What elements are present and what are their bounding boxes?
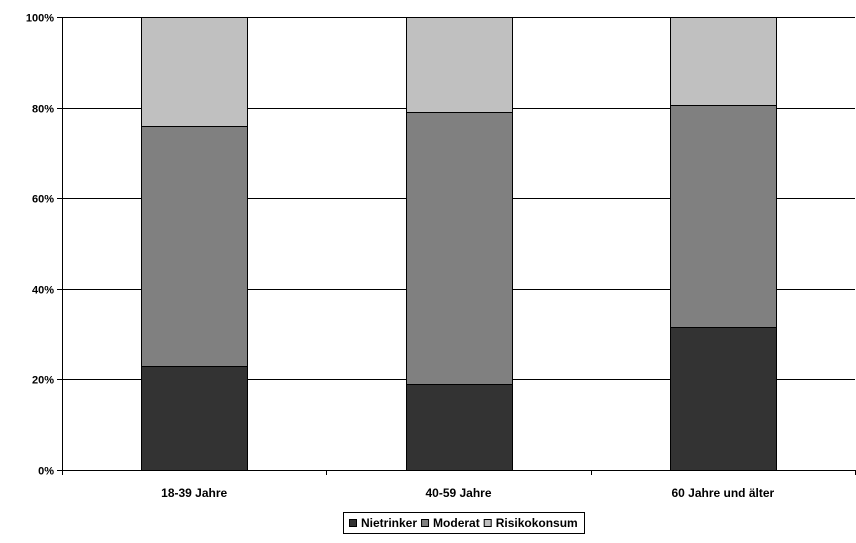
bar-segment-nietrinker: [141, 366, 248, 471]
legend-swatch-risikokonsum: [483, 519, 492, 527]
bar-segment-nietrinker: [670, 327, 777, 471]
y-tick-label: 100%: [26, 13, 54, 25]
y-tick-label: 0%: [38, 466, 54, 478]
x-category-label: 60 Jahre und älter: [671, 486, 774, 500]
bar-segment-moderat: [406, 112, 513, 385]
bar-segment-nietrinker: [406, 384, 513, 471]
legend-swatch-moderat: [421, 519, 430, 527]
legend-label: Nietrinker: [361, 516, 417, 530]
y-tick-label: 20%: [32, 375, 54, 387]
x-category-label: 18-39 Jahre: [161, 486, 227, 500]
y-tick-label: 80%: [32, 104, 54, 116]
legend-label: Moderat: [433, 516, 480, 530]
legend-box: [343, 512, 585, 534]
bar-segment-risikokonsum: [141, 17, 248, 127]
y-tick-label: 40%: [32, 285, 54, 297]
legend-swatch-nietrinker: [349, 519, 357, 527]
legend: Nietrinker Moderat Risikokonsum: [343, 512, 585, 534]
y-tick-label: 60%: [32, 194, 54, 206]
legend-label: Risikokonsum: [496, 516, 578, 530]
bar-segment-risikokonsum: [406, 17, 513, 113]
bars: [141, 17, 777, 471]
x-category-label: 40-59 Jahre: [425, 486, 491, 500]
bar-segment-risikokonsum: [670, 17, 777, 106]
bar-segment-moderat: [141, 126, 248, 367]
axis-labels: 0% 20% 40% 60% 80% 100% 18-39 Jahre 40-59 Jahre…: [26, 13, 775, 501]
bar-segment-moderat: [670, 105, 777, 328]
